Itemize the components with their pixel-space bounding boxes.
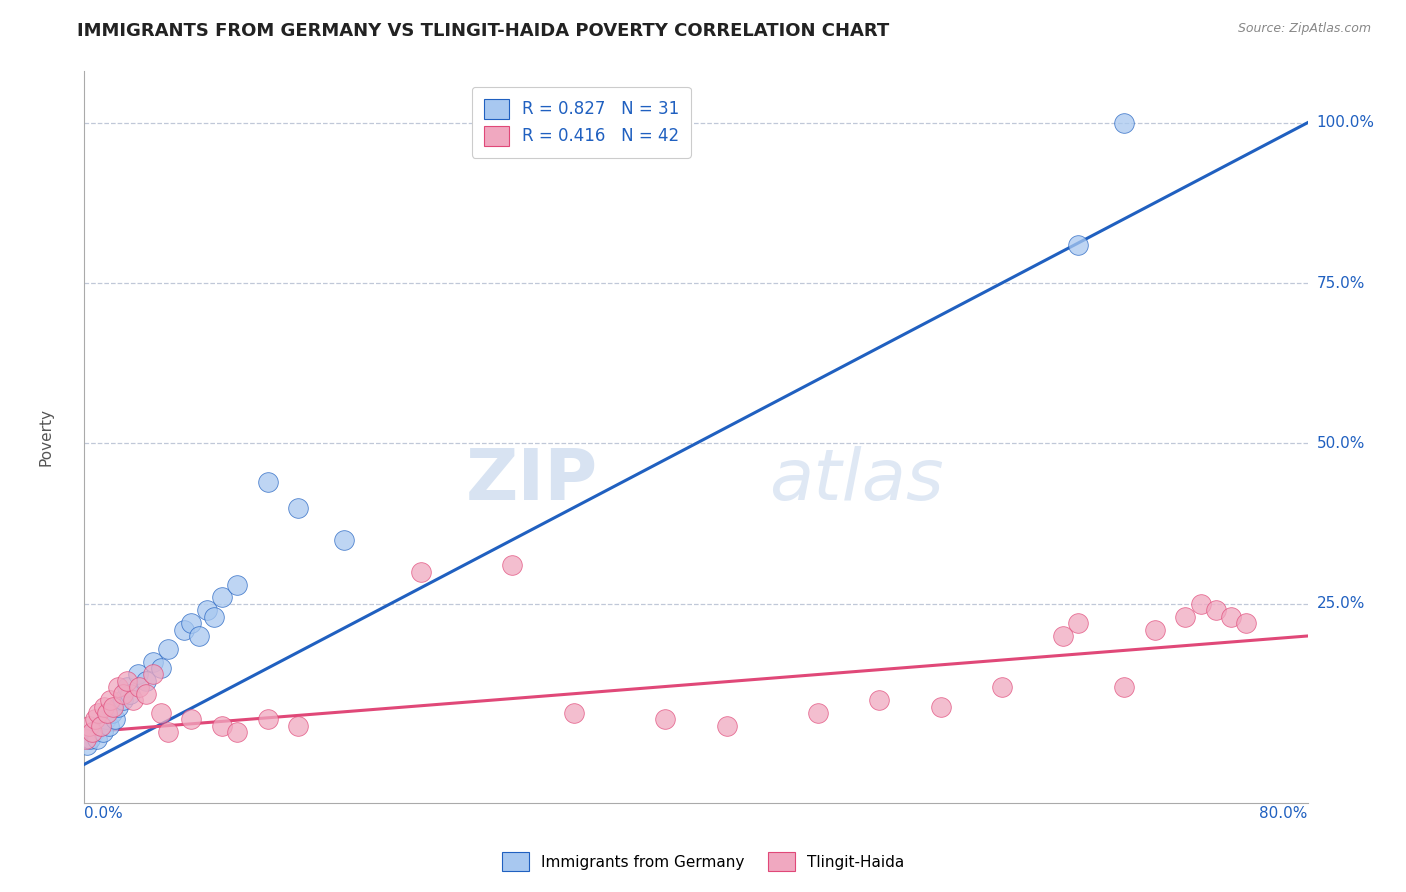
Point [502, 558, 524, 573]
Point [120, 687, 142, 701]
Point [142, 655, 165, 669]
Point [195, 603, 218, 617]
Point [101, 706, 124, 720]
Point [76, 738, 98, 752]
Point [180, 616, 202, 631]
Point [79, 731, 101, 746]
Point [409, 565, 432, 579]
Point [1114, 116, 1136, 130]
Text: atlas: atlas [769, 447, 943, 516]
Point [188, 629, 211, 643]
Point [226, 577, 249, 591]
Point [96, 706, 118, 720]
Point [86, 731, 108, 746]
Point [716, 719, 738, 733]
Point [157, 725, 180, 739]
Point [75, 731, 97, 746]
Point [1067, 616, 1090, 631]
Point [80, 725, 103, 739]
Text: 50.0%: 50.0% [1317, 436, 1365, 451]
Text: IMMIGRANTS FROM GERMANY VS TLINGIT-HAIDA POVERTY CORRELATION CHART: IMMIGRANTS FROM GERMANY VS TLINGIT-HAIDA… [77, 22, 890, 40]
Point [1236, 616, 1258, 631]
Point [127, 667, 149, 681]
Point [211, 591, 233, 605]
Point [103, 699, 125, 714]
Point [87, 706, 110, 720]
Point [149, 661, 172, 675]
Point [991, 681, 1014, 695]
Point [1205, 603, 1227, 617]
Point [257, 475, 280, 489]
Point [98, 693, 121, 707]
Point [1189, 597, 1212, 611]
Point [89, 719, 111, 733]
Text: Poverty: Poverty [39, 408, 53, 467]
Point [287, 500, 309, 515]
Point [122, 693, 145, 707]
Text: 100.0%: 100.0% [1317, 115, 1375, 130]
Point [180, 712, 202, 726]
Point [226, 725, 249, 739]
Point [869, 693, 891, 707]
Point [107, 681, 129, 695]
Point [1220, 609, 1243, 624]
Point [157, 641, 180, 656]
Point [202, 609, 225, 624]
Point [807, 706, 830, 720]
Point [135, 687, 157, 701]
Point [104, 712, 127, 726]
Point [654, 712, 676, 726]
Legend: Immigrants from Germany, Tlingit-Haida: Immigrants from Germany, Tlingit-Haida [495, 847, 911, 877]
Point [107, 699, 129, 714]
Point [1174, 609, 1197, 624]
Text: Source: ZipAtlas.com: Source: ZipAtlas.com [1237, 22, 1371, 36]
Point [287, 719, 309, 733]
Point [211, 719, 233, 733]
Point [142, 667, 165, 681]
Point [1143, 623, 1166, 637]
Point [333, 533, 356, 547]
Point [93, 699, 115, 714]
Point [1067, 237, 1090, 252]
Point [1114, 681, 1136, 695]
Point [929, 699, 952, 714]
Point [111, 693, 134, 707]
Point [135, 673, 157, 688]
Point [91, 725, 114, 739]
Point [173, 623, 195, 637]
Point [83, 725, 105, 739]
Point [90, 719, 112, 733]
Point [1052, 629, 1074, 643]
Legend: R = 0.827   N = 31, R = 0.416   N = 42: R = 0.827 N = 31, R = 0.416 N = 42 [472, 87, 690, 158]
Point [94, 712, 117, 726]
Point [257, 712, 280, 726]
Point [115, 681, 138, 695]
Point [149, 706, 172, 720]
Text: 0.0%: 0.0% [84, 806, 124, 821]
Point [111, 687, 134, 701]
Point [115, 673, 138, 688]
Text: 80.0%: 80.0% [1260, 806, 1308, 821]
Text: 25.0%: 25.0% [1317, 597, 1365, 611]
Text: ZIP: ZIP [465, 447, 598, 516]
Point [97, 719, 120, 733]
Point [77, 719, 100, 733]
Text: 75.0%: 75.0% [1317, 276, 1365, 291]
Point [562, 706, 585, 720]
Point [128, 681, 150, 695]
Point [84, 712, 107, 726]
